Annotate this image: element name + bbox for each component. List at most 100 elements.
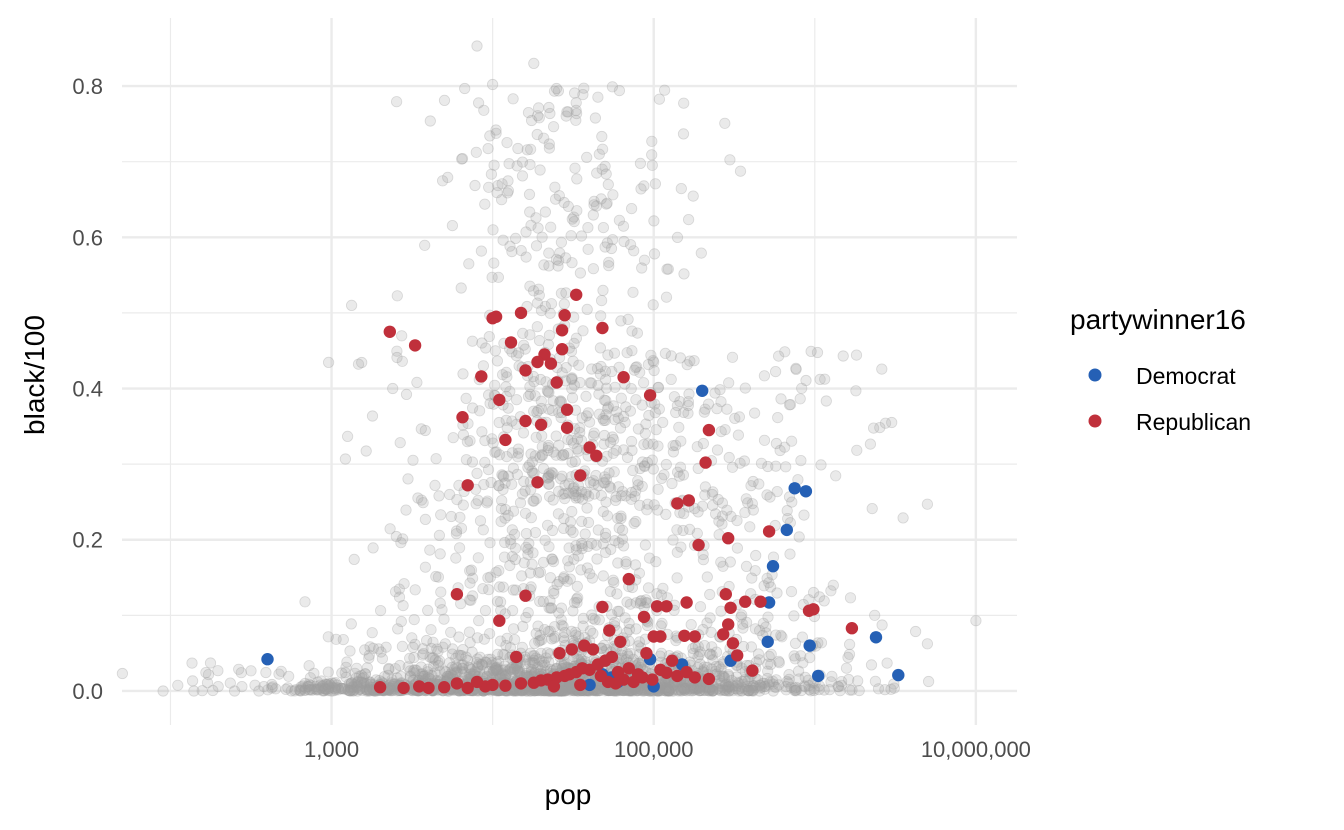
background-point	[326, 681, 338, 693]
background-point	[612, 481, 625, 493]
background-point	[669, 439, 682, 451]
background-point	[638, 460, 651, 473]
background-point	[486, 78, 499, 91]
background-point	[564, 573, 576, 585]
background-point	[586, 609, 598, 621]
background-point	[671, 524, 683, 536]
background-point	[490, 127, 502, 139]
background-point	[790, 363, 802, 375]
background-point	[460, 392, 472, 404]
background-point	[707, 684, 719, 697]
background-point	[474, 515, 487, 527]
background-point	[546, 633, 558, 645]
background-point	[358, 671, 370, 684]
background-point	[366, 410, 379, 422]
background-point	[659, 682, 671, 695]
background-point	[522, 543, 534, 555]
background-point	[580, 486, 592, 498]
background-point	[471, 662, 484, 674]
background-point	[541, 647, 554, 659]
background-point	[408, 651, 420, 664]
point-republican	[514, 306, 528, 320]
background-point	[758, 677, 771, 689]
background-point	[780, 461, 792, 473]
background-point	[397, 599, 409, 612]
background-point	[478, 633, 490, 645]
background-point	[718, 670, 730, 682]
background-point	[359, 644, 371, 656]
background-point	[445, 626, 457, 638]
background-point	[590, 200, 603, 212]
background-point	[864, 438, 877, 450]
background-point	[404, 665, 416, 677]
background-point	[648, 356, 660, 368]
background-point	[483, 665, 495, 677]
background-point	[521, 144, 533, 156]
background-point	[273, 668, 285, 680]
background-point	[562, 682, 575, 694]
background-point	[344, 682, 357, 694]
background-point	[630, 394, 642, 406]
background-point	[446, 643, 459, 655]
background-point	[416, 649, 429, 661]
background-point	[512, 665, 524, 677]
background-point	[470, 146, 482, 158]
background-point	[303, 660, 315, 672]
background-point	[449, 667, 462, 679]
background-point	[642, 582, 655, 594]
background-point	[457, 429, 469, 441]
background-point	[693, 682, 705, 695]
point-republican	[605, 650, 619, 664]
point-republican	[688, 671, 701, 684]
background-point	[326, 677, 338, 689]
background-point	[345, 677, 357, 689]
background-point	[249, 679, 261, 691]
background-point	[587, 430, 600, 442]
background-point	[577, 620, 589, 632]
point-republican	[646, 673, 659, 686]
point-republican	[383, 325, 396, 338]
background-point	[385, 684, 397, 696]
point-democrat	[812, 669, 825, 683]
background-point	[632, 475, 644, 487]
background-point	[474, 651, 486, 663]
background-point	[514, 497, 527, 509]
background-point	[393, 583, 405, 595]
background-point	[641, 456, 654, 469]
background-point	[389, 663, 401, 675]
background-point	[440, 666, 452, 678]
background-point	[713, 515, 725, 527]
background-point	[443, 488, 456, 501]
background-point	[524, 388, 536, 400]
background-point	[566, 373, 578, 385]
y-tick-label: 0.2	[72, 528, 103, 553]
background-point	[629, 559, 642, 571]
point-republican	[547, 680, 561, 693]
background-point	[568, 553, 580, 565]
background-point	[492, 655, 505, 668]
background-point	[321, 683, 333, 696]
background-point	[501, 371, 513, 383]
background-point	[457, 643, 469, 656]
background-point	[636, 262, 648, 274]
background-point	[789, 684, 802, 696]
background-point	[843, 648, 856, 660]
background-point	[681, 359, 693, 371]
background-point	[688, 502, 701, 515]
background-point	[482, 653, 494, 665]
background-point	[494, 596, 507, 608]
background-point	[694, 682, 706, 694]
background-point	[464, 594, 476, 606]
background-point	[450, 552, 462, 564]
background-point	[445, 667, 457, 680]
background-point	[667, 685, 679, 697]
background-point	[260, 666, 272, 679]
background-point	[652, 381, 664, 394]
background-point	[404, 670, 416, 682]
background-point	[598, 429, 611, 442]
background-point	[660, 685, 672, 697]
background-point	[436, 175, 449, 187]
background-point	[788, 610, 800, 622]
background-point	[487, 667, 499, 679]
background-point	[679, 682, 691, 694]
